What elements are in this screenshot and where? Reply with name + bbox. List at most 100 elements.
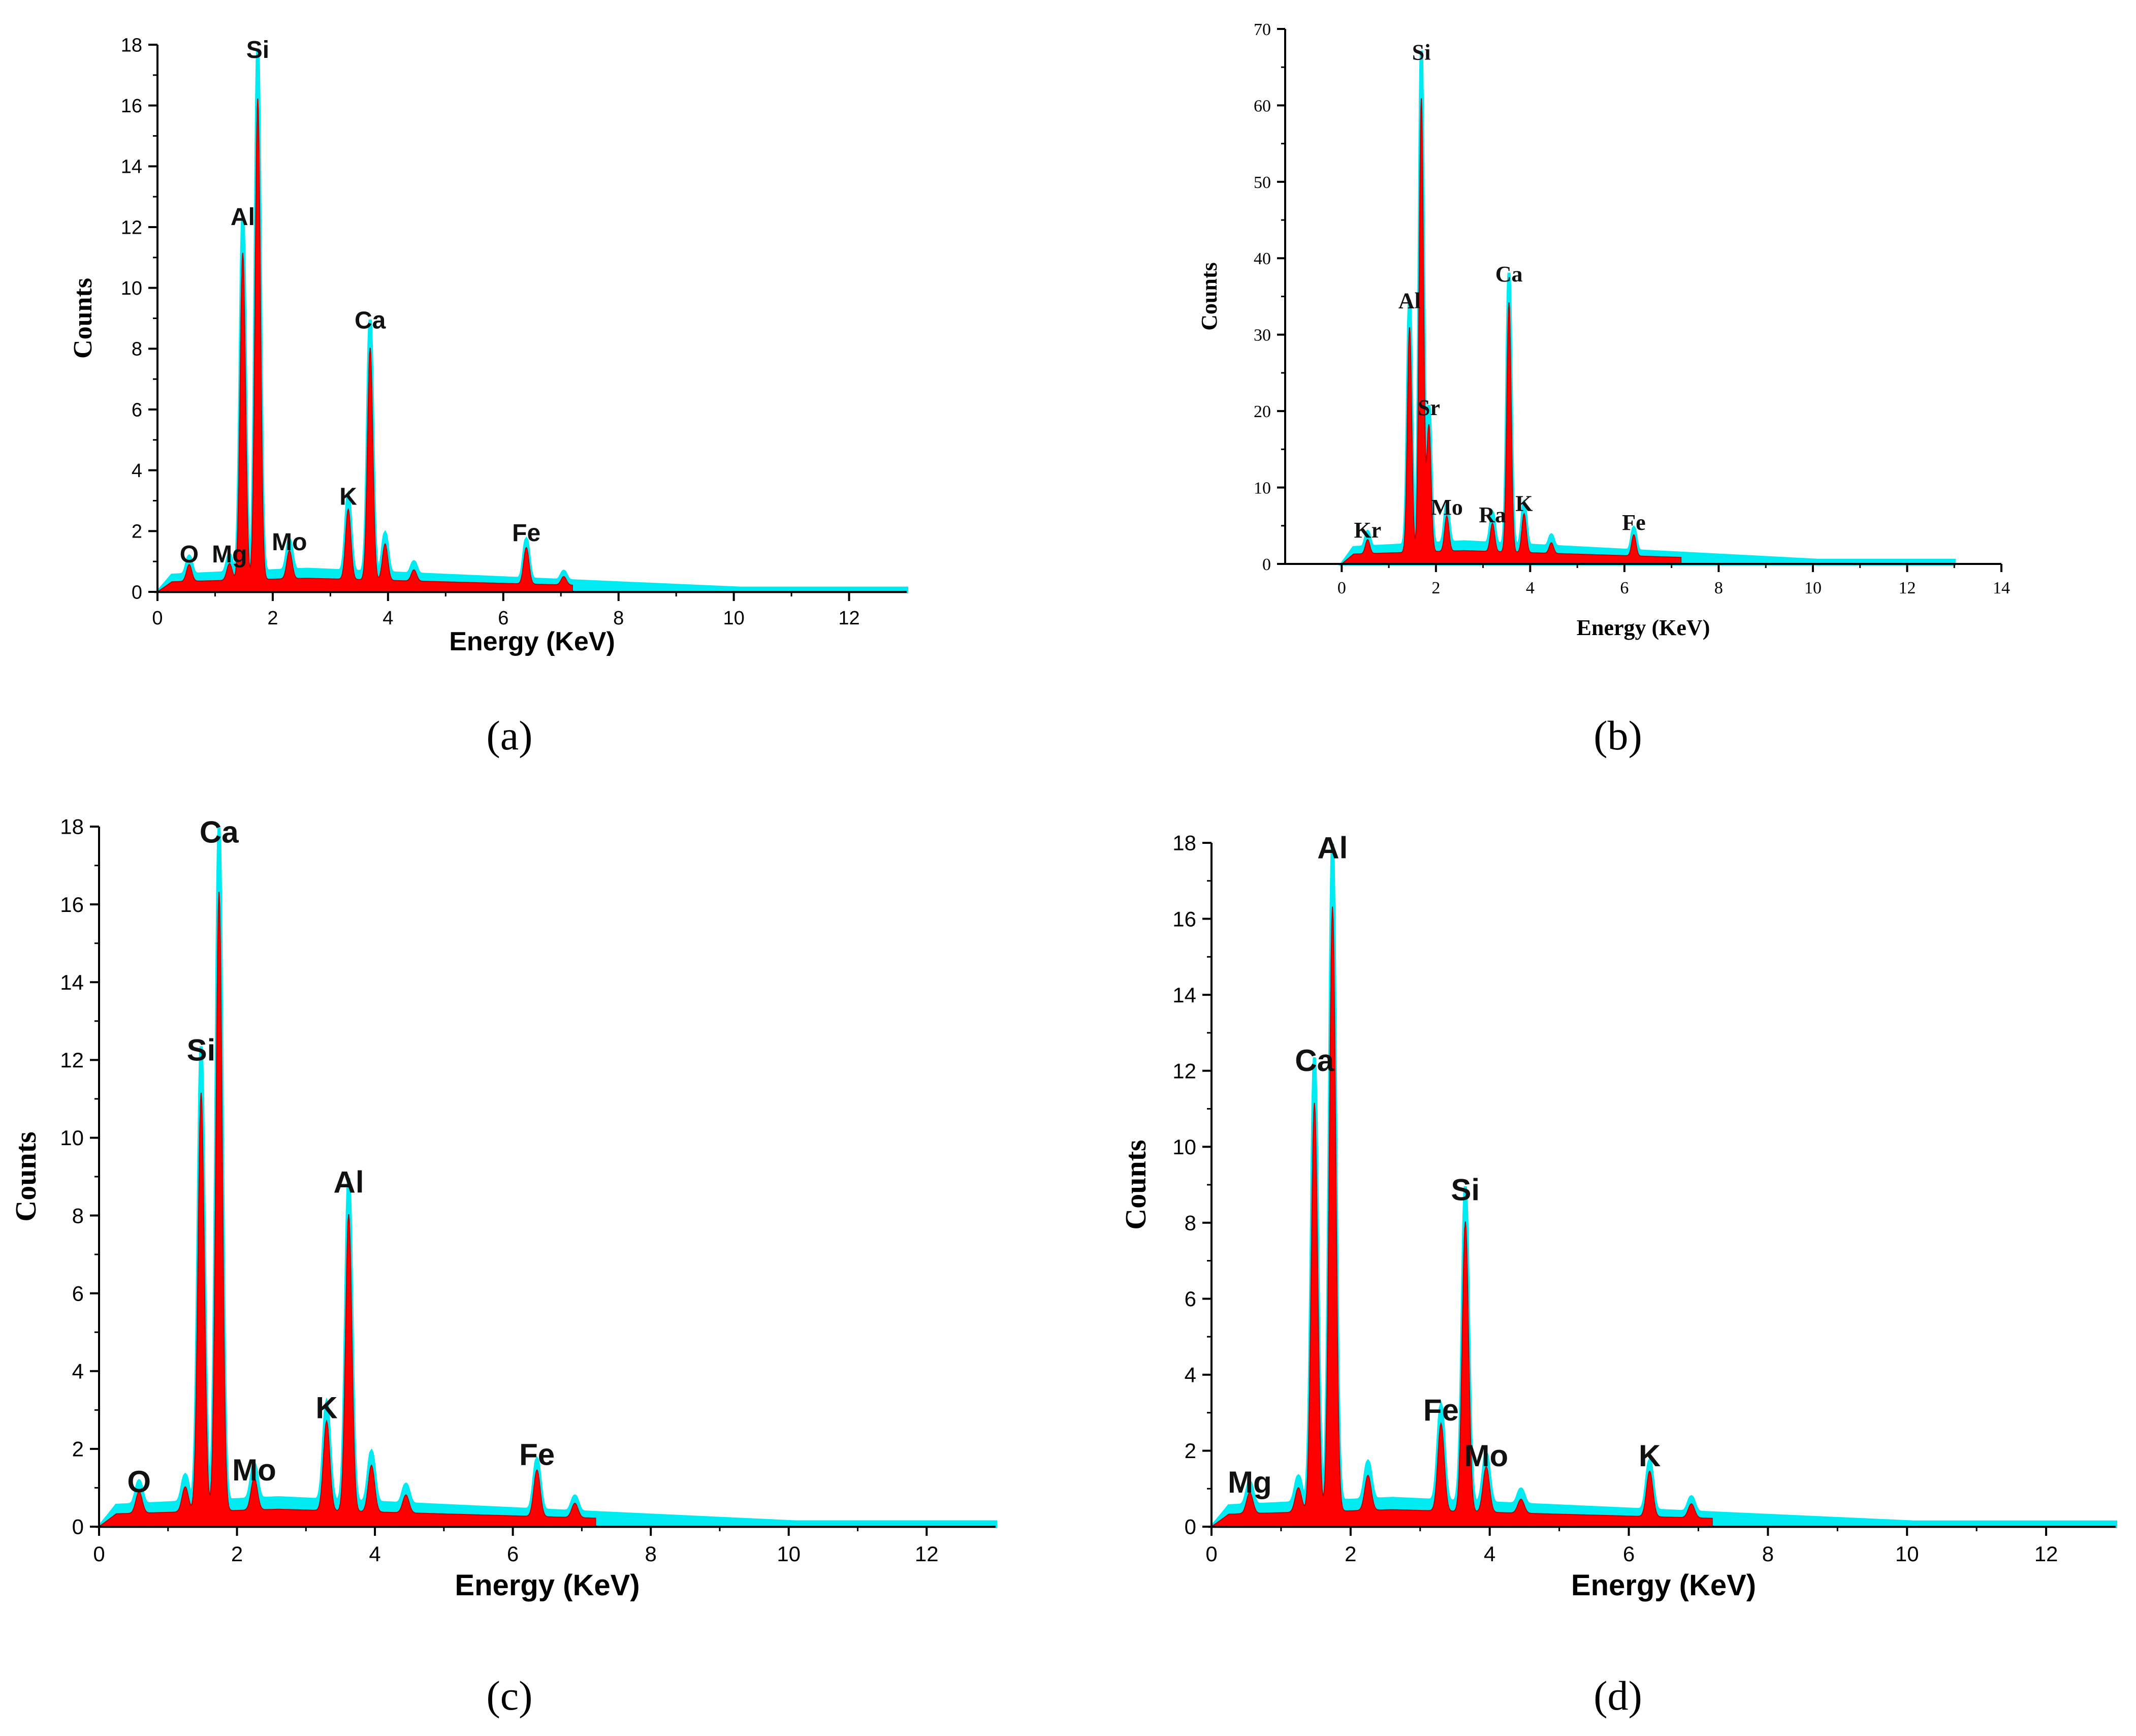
y-tick-label: 70	[1254, 20, 1271, 39]
x-tick-label: 4	[369, 1542, 380, 1566]
peak-label-k: K	[315, 1391, 337, 1425]
y-tick-label: 4	[132, 460, 142, 482]
y-tick-label: 12	[60, 1048, 84, 1072]
spectrum-outline	[95, 827, 997, 1528]
x-tick-label: 6	[1620, 579, 1629, 597]
x-tick-label: 6	[507, 1542, 519, 1566]
peak-label-al: Al	[1398, 289, 1421, 313]
x-tick-label: 0	[93, 1542, 105, 1566]
peak-label-si: Si	[1412, 40, 1431, 65]
y-tick-label: 8	[1185, 1211, 1196, 1235]
caption-b: (b)	[1593, 712, 1642, 759]
x-tick-label: 12	[915, 1542, 939, 1566]
x-tick-label: 10	[1804, 579, 1822, 597]
peak-label-fe: Fe	[519, 1437, 555, 1471]
peak-label-sr: Sr	[1418, 395, 1440, 420]
caption-a: (a)	[486, 712, 532, 759]
y-tick-label: 2	[1185, 1439, 1196, 1463]
x-tick-label: 8	[1714, 579, 1723, 597]
peak-label-fe: Fe	[1423, 1393, 1459, 1427]
y-tick-label: 2	[72, 1437, 84, 1461]
y-tick-label: 16	[1172, 907, 1196, 931]
peak-label-mo: Mo	[232, 1453, 276, 1487]
peak-label-ca: Ca	[1295, 1044, 1334, 1078]
x-tick-label: 2	[1345, 1542, 1356, 1566]
x-axis-label: Energy (KeV)	[455, 1569, 640, 1602]
y-tick-label: 18	[1172, 831, 1196, 855]
x-tick-label: 8	[613, 608, 624, 629]
peak-label-fe: Fe	[512, 520, 540, 547]
y-tick-label: 2	[132, 521, 142, 543]
y-tick-label: 6	[72, 1281, 84, 1305]
spectrum-outline	[154, 48, 908, 593]
chart-a: 0 2 4 6 8 10 12 14 16 18 0 2 4 6 8 10 12 Energy (KeV) Coun…	[69, 35, 908, 656]
peak-label-al: Al	[231, 204, 255, 231]
x-tick-label: 10	[1895, 1542, 1919, 1566]
spectrum-outline	[1208, 843, 2117, 1528]
y-axis-label: Counts	[1119, 1140, 1152, 1229]
y-tick-label: 10	[121, 278, 142, 299]
y-tick-label: 14	[121, 156, 142, 178]
x-tick-label: 8	[645, 1542, 656, 1566]
x-tick-label: 12	[838, 608, 859, 629]
x-tick-label: 10	[777, 1542, 801, 1566]
y-tick-label: 40	[1254, 249, 1271, 268]
y-tick-label: 14	[60, 970, 84, 994]
y-tick-label: 18	[121, 35, 142, 56]
peak-label-mg: Mg	[212, 541, 247, 568]
y-tick-label: 8	[132, 339, 142, 360]
peak-label-mo: Mo	[1464, 1439, 1509, 1473]
spectrum-fill	[97, 892, 596, 1527]
peak-label-ra: Ra	[1479, 502, 1506, 527]
x-tick-label: 6	[1623, 1542, 1635, 1566]
y-tick-label: 20	[1254, 402, 1271, 421]
y-tick-label: 12	[1172, 1059, 1196, 1083]
chart-d: 0 2 4 6 8 10 12 14 16 18 0 2 4 6 8 10 12 Energy (KeV) Coun…	[1119, 831, 2117, 1602]
x-axis-label: Energy (KeV)	[1571, 1569, 1756, 1602]
y-tick-label: 16	[60, 893, 84, 917]
y-tick-label: 10	[60, 1126, 84, 1150]
x-tick-label: 4	[1484, 1542, 1495, 1566]
peak-label-mo: Mo	[1430, 495, 1463, 520]
x-tick-label: 12	[2034, 1542, 2058, 1566]
y-tick-label: 6	[132, 399, 142, 421]
peak-label-si: Si	[187, 1033, 216, 1067]
y-tick-label: 50	[1254, 173, 1271, 192]
x-axis-label: Energy (KeV)	[1577, 615, 1710, 640]
x-tick-label: 2	[1431, 579, 1440, 597]
y-tick-label: 4	[1185, 1363, 1196, 1387]
peak-label-ca: Ca	[355, 307, 386, 334]
peak-label-ca: Ca	[200, 815, 239, 849]
y-tick-label: 0	[1262, 555, 1271, 574]
x-tick-label: 0	[152, 608, 163, 629]
y-tick-label: 12	[121, 217, 142, 238]
chart-b: 0 10 20 30 40 50 60 70 0 2 4 6 8 10 12 14 Energy (KeV) Co…	[1197, 20, 2010, 640]
peak-label-kr: Kr	[1354, 518, 1381, 543]
y-tick-label: 6	[1185, 1287, 1196, 1311]
spectrum-outline	[1338, 50, 1956, 565]
y-tick-label: 60	[1254, 97, 1271, 115]
peak-label-si: Si	[1451, 1173, 1480, 1207]
y-tick-label: 10	[1254, 479, 1271, 497]
x-tick-label: 4	[1526, 579, 1535, 597]
y-axis-label: Counts	[9, 1131, 42, 1221]
y-tick-label: 14	[1172, 983, 1196, 1007]
x-tick-label: 2	[267, 608, 278, 629]
x-tick-label: 6	[498, 608, 508, 629]
spectrum-fill	[155, 98, 573, 592]
caption-c: (c)	[486, 1672, 532, 1719]
peak-label-k: K	[1515, 491, 1533, 516]
peak-label-fe: Fe	[1622, 510, 1645, 535]
x-tick-label: 2	[231, 1542, 243, 1566]
peak-label-mg: Mg	[1228, 1465, 1272, 1499]
y-tick-label: 16	[121, 96, 142, 117]
peak-label-al: Al	[333, 1165, 364, 1200]
x-axis-label: Energy (KeV)	[449, 627, 615, 656]
peak-label-k: K	[339, 483, 357, 510]
spectrum-fill	[1209, 906, 1713, 1527]
y-tick-label: 0	[72, 1515, 84, 1539]
x-tick-label: 10	[723, 608, 744, 629]
y-tick-label: 0	[1185, 1515, 1196, 1539]
x-tick-label: 12	[1898, 579, 1916, 597]
